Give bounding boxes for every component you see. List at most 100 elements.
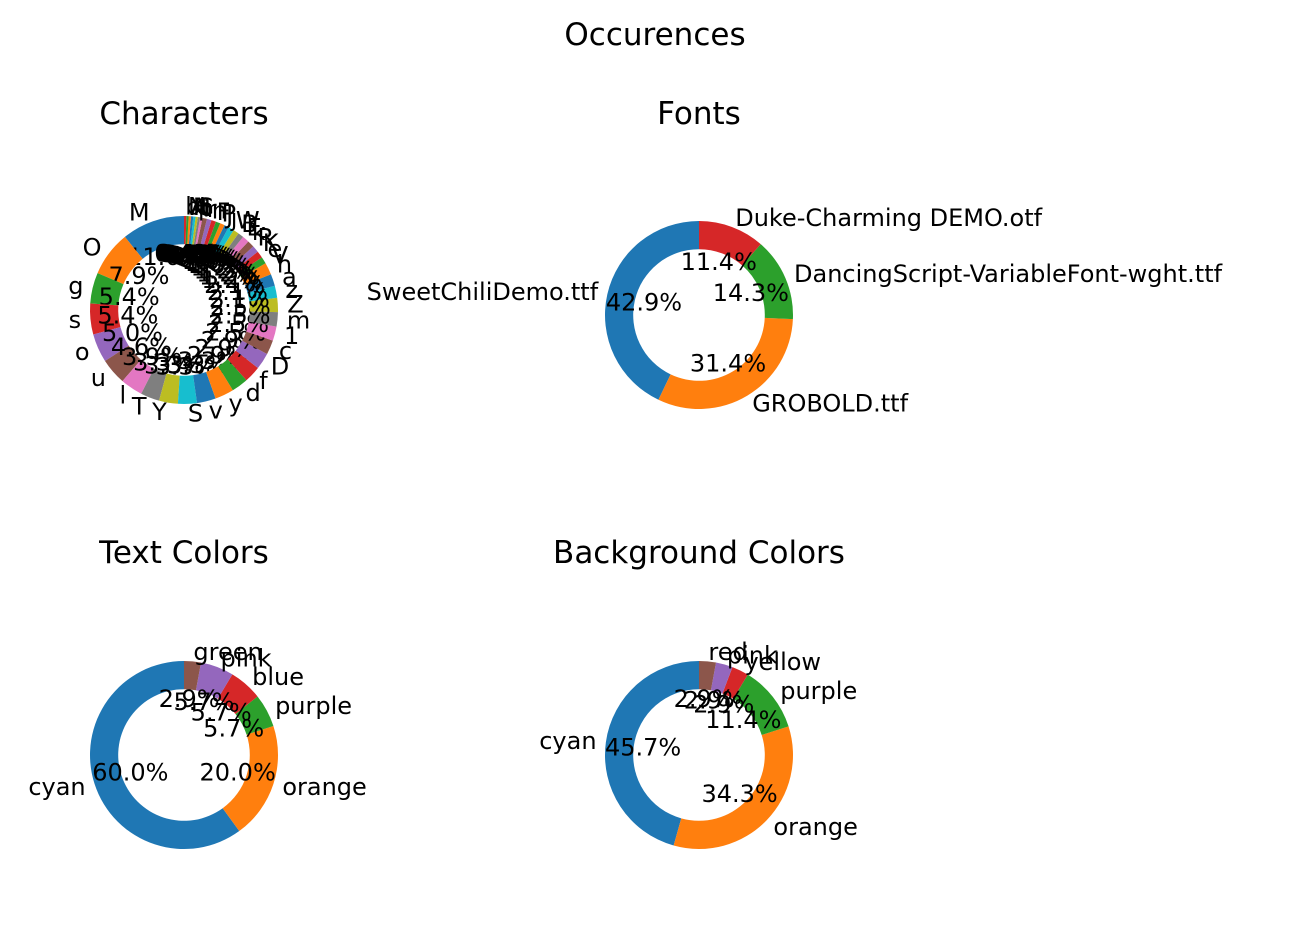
slice-percent-yellow: 2.9% bbox=[693, 690, 754, 718]
slice-label-o: O bbox=[83, 234, 102, 262]
slice-label-w: W bbox=[236, 207, 260, 235]
wedge-orange bbox=[222, 725, 278, 832]
wedge-w bbox=[215, 227, 234, 255]
wedge-g bbox=[90, 273, 124, 306]
slice-percent-j: 0.8% bbox=[177, 245, 238, 273]
wedge-y bbox=[159, 373, 180, 404]
wedge-o bbox=[93, 327, 129, 361]
wedge-p bbox=[192, 216, 198, 245]
slice-label-n: N bbox=[188, 193, 206, 221]
slice-label-e: E bbox=[246, 214, 261, 242]
slice-percent-w: 1.0% bbox=[182, 247, 243, 275]
slice-percent-cyan: 45.7% bbox=[605, 733, 681, 761]
slice-percent-e: 1.2% bbox=[199, 263, 260, 291]
chart-title: Fonts bbox=[657, 96, 741, 132]
wedge-a bbox=[244, 274, 275, 294]
wedge-purple bbox=[235, 696, 274, 735]
wedge-cyan bbox=[90, 661, 240, 849]
slice-label-d: D bbox=[271, 352, 289, 380]
slice-percent-purple: 5.7% bbox=[203, 714, 264, 742]
slice-label-o: o bbox=[75, 338, 90, 366]
wedge-k bbox=[225, 236, 249, 263]
slice-percent-n: 0.8% bbox=[169, 242, 230, 270]
wedge-k bbox=[232, 246, 258, 270]
wedge-y bbox=[206, 366, 233, 399]
slice-label-j: j bbox=[230, 204, 238, 232]
slice-percent-f: 0.8% bbox=[171, 242, 232, 270]
wedge-f bbox=[203, 220, 216, 249]
slice-percent-p: 0.8% bbox=[174, 243, 235, 271]
slice-percent-t: 3.3% bbox=[133, 349, 194, 377]
slice-label-cyan: cyan bbox=[539, 727, 596, 755]
slice-label-p: p bbox=[198, 194, 213, 222]
slice-percent-duke-charming-demo-otf: 11.4% bbox=[681, 248, 757, 276]
slice-label-purple: purple bbox=[780, 677, 857, 705]
slice-label-h: h bbox=[277, 251, 292, 279]
slice-label-i: i bbox=[203, 194, 210, 222]
wedge-sweetchilidemo-ttf bbox=[604, 221, 699, 400]
wedge-f bbox=[227, 350, 258, 381]
slice-percent-v: 1.2% bbox=[201, 266, 262, 294]
slice-percent-b: 0.4% bbox=[154, 240, 215, 268]
slice-label-h: H bbox=[193, 193, 211, 221]
wedge-dancingscript-variablefont-wght-ttf bbox=[742, 244, 794, 320]
slice-percent-l: 3.9% bbox=[122, 343, 183, 371]
wedge-b bbox=[184, 216, 187, 245]
slice-label-purple: purple bbox=[275, 692, 352, 720]
slice-label-k: k bbox=[252, 218, 266, 246]
wedge-m bbox=[248, 311, 278, 327]
slice-label-y: y bbox=[228, 389, 242, 417]
slice-label-orange: orange bbox=[773, 813, 857, 841]
slice-percent-s: 5.4% bbox=[97, 301, 158, 329]
wedge-green bbox=[184, 661, 202, 691]
slice-label-sweetchilidemo-ttf: SweetChiliDemo.ttf bbox=[367, 278, 599, 306]
slice-label-pink: pink bbox=[221, 644, 272, 672]
slice-label-g: g bbox=[68, 272, 83, 300]
slice-label-b: b bbox=[185, 193, 200, 221]
slice-label-z: z bbox=[285, 276, 298, 304]
slice-label-v: v bbox=[209, 396, 223, 424]
wedge-yellow bbox=[722, 667, 748, 699]
slice-label-t: T bbox=[131, 392, 147, 420]
slice-percent-p: 0.4% bbox=[161, 240, 222, 268]
slice-label-yellow: yellow bbox=[744, 648, 821, 676]
slice-percent-g: 0.4% bbox=[160, 240, 221, 268]
wedge-grobold-ttf bbox=[658, 317, 793, 410]
slice-label-f: F bbox=[217, 198, 231, 226]
figure-suptitle: Occurences bbox=[564, 17, 745, 53]
wedge-pink bbox=[710, 662, 733, 694]
slice-label-e: e bbox=[267, 235, 282, 263]
wedge-d bbox=[235, 340, 268, 369]
wedge-t bbox=[141, 368, 167, 401]
slice-label-g: G bbox=[195, 193, 214, 221]
slice-label-red: red bbox=[708, 638, 747, 666]
slice-label-grobold-ttf: GROBOLD.ttf bbox=[752, 390, 908, 418]
slice-percent-e: 1.0% bbox=[188, 251, 249, 279]
slice-percent-h: 2.1% bbox=[204, 271, 265, 299]
slice-percent-k: 1.2% bbox=[196, 259, 257, 287]
slice-percent-j: 0.8% bbox=[179, 246, 240, 274]
slice-label-duke-charming-demo-otf: Duke-Charming DEMO.otf bbox=[735, 204, 1042, 232]
slice-percent-u: 4.6% bbox=[111, 333, 172, 361]
slice-percent-pink: 5.7% bbox=[173, 688, 234, 716]
slice-label-c: c bbox=[279, 337, 292, 365]
slice-label-orange: orange bbox=[282, 773, 366, 801]
wedge-l bbox=[122, 359, 155, 394]
wedge-1 bbox=[246, 321, 277, 341]
background-colors-donut-chart: Background Colors cyan 45.7% orange 34.3% pur… bbox=[539, 535, 858, 849]
wedge-red bbox=[699, 661, 717, 691]
slice-percent-cyan: 60.0% bbox=[92, 758, 168, 786]
wedge-t bbox=[193, 217, 201, 246]
slice-label-cyan: cyan bbox=[28, 773, 85, 801]
slice-label-v: V bbox=[272, 241, 289, 269]
wedge-u bbox=[105, 345, 141, 382]
slice-label-p: P bbox=[221, 200, 235, 228]
chart-title: Text Colors bbox=[98, 535, 269, 571]
wedge-i bbox=[195, 217, 203, 246]
wedge-v bbox=[193, 371, 216, 404]
wedge-c bbox=[242, 331, 273, 354]
slice-label-t: t bbox=[201, 194, 210, 222]
slice-label-b: B bbox=[241, 210, 257, 238]
